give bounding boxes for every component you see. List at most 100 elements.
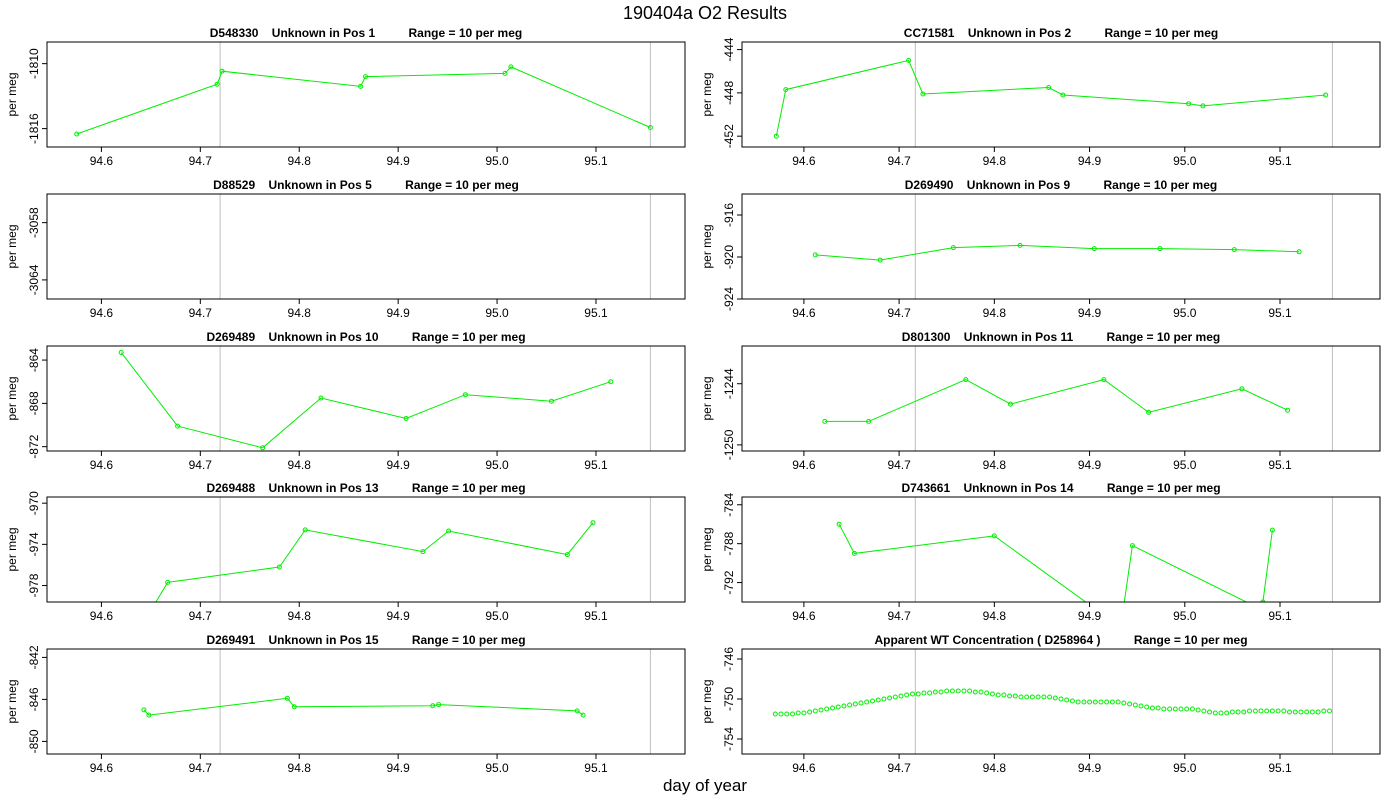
data-point xyxy=(508,64,514,70)
data-point xyxy=(318,395,324,401)
y-tick-label: -1250 xyxy=(722,429,736,460)
data-point xyxy=(1098,699,1104,705)
x-tick-label: 94.7 xyxy=(189,154,213,168)
data-point xyxy=(995,692,1001,698)
data-point xyxy=(1269,708,1275,714)
data-point xyxy=(961,688,967,694)
data-point xyxy=(1069,698,1075,704)
x-tick-label: 94.7 xyxy=(887,458,911,472)
data-point xyxy=(1047,694,1053,700)
data-point xyxy=(1157,246,1163,252)
data-point xyxy=(1281,708,1287,714)
data-point xyxy=(1264,708,1270,714)
data-point xyxy=(574,708,580,714)
y-axis-label: per meg xyxy=(5,679,19,723)
x-tick-label: 95.1 xyxy=(584,458,608,472)
series-line xyxy=(155,522,594,602)
series-line xyxy=(838,523,1273,602)
x-tick-label: 94.6 xyxy=(792,761,816,775)
x-tick-label: 94.7 xyxy=(189,609,213,623)
plot-frame xyxy=(741,41,1381,148)
data-point xyxy=(904,692,910,698)
data-point xyxy=(1235,709,1241,715)
data-point xyxy=(801,710,807,716)
data-point xyxy=(1327,708,1332,714)
y-axis-label: per meg xyxy=(5,224,19,268)
y-tick-label: -850 xyxy=(27,729,41,753)
x-tick-label: 94.9 xyxy=(1078,458,1102,472)
x-tick-label: 94.8 xyxy=(288,609,312,623)
data-point xyxy=(139,625,143,629)
data-point xyxy=(358,83,364,89)
plot-frame xyxy=(741,345,1381,452)
data-point xyxy=(1260,599,1266,602)
x-tick-label: 95.1 xyxy=(1268,154,1292,168)
x-tick-label: 95.1 xyxy=(584,609,608,623)
figure-title: 190404a O2 Results xyxy=(623,3,787,23)
x-tick-label: 94.9 xyxy=(1078,306,1102,320)
data-layer xyxy=(141,695,586,718)
y-tick-label: -746 xyxy=(722,647,736,671)
data-point xyxy=(852,701,858,707)
series-line xyxy=(824,379,1288,422)
plot-frame xyxy=(46,41,686,148)
y-tick-label: -978 xyxy=(27,573,41,597)
x-tick-label: 95.1 xyxy=(1268,609,1292,623)
y-axis-label: per meg xyxy=(5,376,19,420)
y-axis-label: per meg xyxy=(700,376,714,420)
data-point xyxy=(141,707,147,713)
x-tick-label: 94.8 xyxy=(288,154,312,168)
x-tick-label: 94.8 xyxy=(288,306,312,320)
data-layer xyxy=(822,377,1291,424)
data-point xyxy=(818,707,824,713)
data-point xyxy=(403,416,409,421)
data-point xyxy=(1029,694,1035,700)
data-point xyxy=(1092,699,1098,705)
data-point xyxy=(1275,708,1281,714)
panel-grid: D548330 Unknown in Pos 1 Range = 10 per … xyxy=(5,26,1381,775)
data-point xyxy=(1024,694,1030,700)
x-tick-label: 94.9 xyxy=(386,609,410,623)
data-point xyxy=(1012,693,1018,699)
data-point xyxy=(549,398,554,404)
data-point xyxy=(1144,704,1150,710)
data-point xyxy=(291,704,297,710)
x-tick-label: 95.1 xyxy=(1268,458,1292,472)
data-point xyxy=(1258,708,1264,714)
x-tick-label: 94.6 xyxy=(90,609,114,623)
data-point xyxy=(214,81,220,87)
panel-title: D269489 Unknown in Pos 10 Range = 10 per… xyxy=(206,330,525,344)
data-point xyxy=(1129,543,1135,549)
x-tick-label: 94.8 xyxy=(983,761,1007,775)
x-tick-label: 95.1 xyxy=(584,761,608,775)
data-point xyxy=(1296,249,1302,255)
x-tick-label: 95.1 xyxy=(1268,761,1292,775)
data-point xyxy=(1041,694,1047,700)
data-point xyxy=(972,689,978,695)
data-point xyxy=(1218,710,1224,716)
data-point xyxy=(1287,709,1292,715)
data-point xyxy=(910,691,915,697)
data-point xyxy=(276,564,282,570)
data-point xyxy=(950,245,956,251)
y-tick-label: -452 xyxy=(722,124,736,148)
x-tick-label: 94.8 xyxy=(983,154,1007,168)
y-tick-label: -970 xyxy=(27,491,41,515)
x-tick-label: 95.0 xyxy=(1173,154,1197,168)
x-tick-label: 94.7 xyxy=(189,306,213,320)
plot-frame xyxy=(46,345,686,452)
data-point xyxy=(1189,706,1195,712)
y-tick-label: -792 xyxy=(722,570,736,594)
data-point xyxy=(590,520,596,526)
x-tick-label: 95.0 xyxy=(1173,761,1197,775)
x-tick-label: 94.6 xyxy=(792,609,816,623)
plot-frame xyxy=(741,496,1381,603)
data-point xyxy=(74,131,80,137)
data-point xyxy=(1091,246,1097,252)
data-point xyxy=(1200,103,1206,109)
data-point xyxy=(1224,710,1230,716)
data-point xyxy=(772,711,778,717)
x-tick-label: 94.7 xyxy=(189,761,213,775)
x-tick-label: 95.0 xyxy=(1173,306,1197,320)
